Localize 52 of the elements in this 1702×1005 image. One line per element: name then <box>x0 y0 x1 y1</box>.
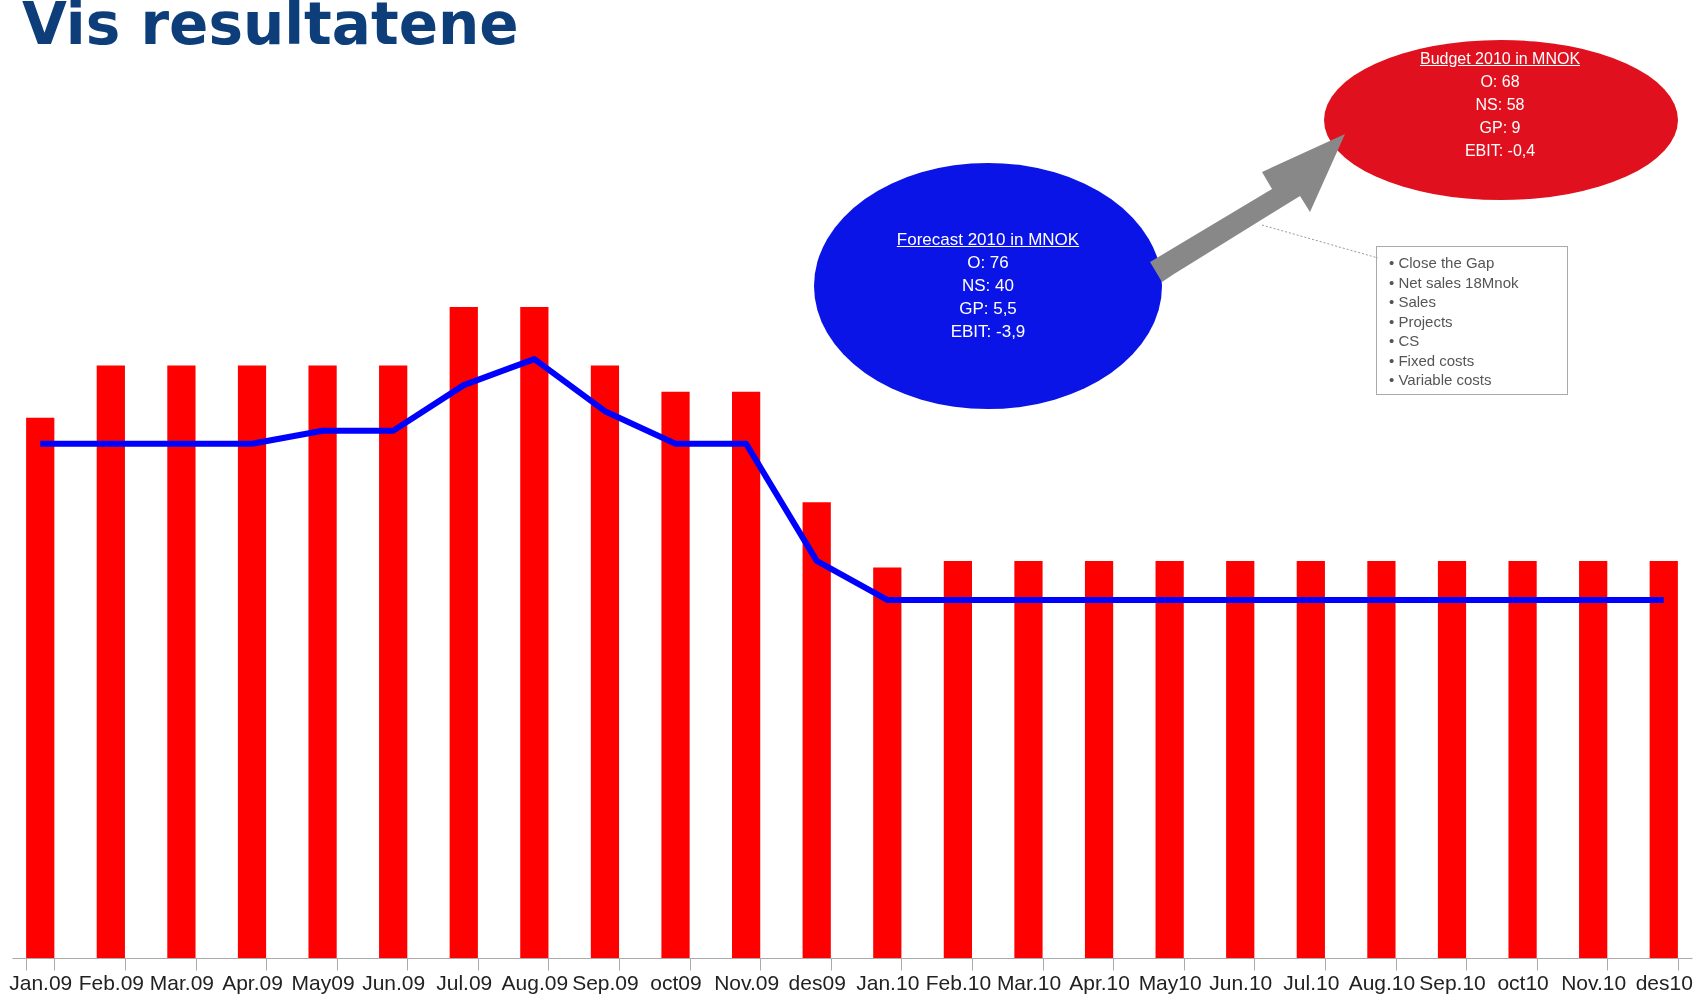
bar <box>379 365 408 958</box>
x-tick-label: oct09 <box>650 970 702 994</box>
annotation: • Close the Gap • Net sales 18Mnok • Sales • Projects • CS • Fixed costs • Variable costs <box>1389 253 1520 390</box>
x-tick-label: Jan.09 <box>9 970 73 994</box>
x-tick-label: Jun.10 <box>1209 970 1273 994</box>
bar <box>1084 560 1114 958</box>
x-tick-label: des10 <box>1635 970 1693 994</box>
x-tick-label: Nov.09 <box>714 970 780 994</box>
text: Budget 2010 in MNOK O: 68 NS: 58 GP: 9 EBIT: -0,4 <box>1418 49 1582 161</box>
bar <box>520 307 549 958</box>
x-tick-label: Sep.09 <box>572 970 639 994</box>
x-tick-label: Sep.10 <box>1419 970 1486 994</box>
x-tick-label: Mar.10 <box>996 970 1062 994</box>
x-tick-label: Apr.09 <box>222 970 283 994</box>
x-tick-label: May09 <box>291 970 355 994</box>
bar <box>1579 560 1608 958</box>
bar <box>26 417 55 958</box>
bar <box>308 365 337 958</box>
x-tick-label: oct10 <box>1497 970 1549 994</box>
x-tick-label: Apr.10 <box>1069 970 1130 994</box>
x-tick-label: Aug.09 <box>501 970 569 994</box>
bar <box>1437 560 1467 958</box>
bar <box>661 391 690 958</box>
x-tick-label: des09 <box>788 970 846 994</box>
x-tick-label: May10 <box>1138 970 1202 994</box>
x-tick-label: Jul.10 <box>1283 970 1340 994</box>
bar <box>590 365 620 958</box>
bar <box>943 560 972 958</box>
bar <box>1155 560 1184 958</box>
bar <box>237 365 267 958</box>
bar <box>1649 560 1678 958</box>
bar <box>873 567 902 958</box>
x-tick-label: Feb.10 <box>925 970 992 994</box>
bar <box>802 502 831 958</box>
x-tick-label: Jul.09 <box>436 970 493 994</box>
x-tick-label: Feb.09 <box>78 970 145 994</box>
x-tick-label: Jan.10 <box>856 970 920 994</box>
x-tick-label: Jun.09 <box>362 970 426 994</box>
bar <box>96 365 125 958</box>
bar <box>1508 560 1537 958</box>
annotation: Forecast 2010 in MNOK O: 76 NS: 40 GP: 5,5 EBIT: -3,9 <box>895 229 1081 343</box>
bar <box>167 365 196 958</box>
bar <box>1296 560 1325 958</box>
bar <box>1226 560 1255 958</box>
x-tick-label: Mar.09 <box>149 970 215 994</box>
x-tick-label: Nov.10 <box>1561 970 1627 994</box>
bar <box>732 391 761 958</box>
x-tick-label: Aug.10 <box>1348 970 1416 994</box>
bar <box>1367 560 1396 958</box>
bar <box>449 307 478 958</box>
chart-title: Vis resultatene <box>22 0 519 58</box>
bar <box>1014 560 1043 958</box>
